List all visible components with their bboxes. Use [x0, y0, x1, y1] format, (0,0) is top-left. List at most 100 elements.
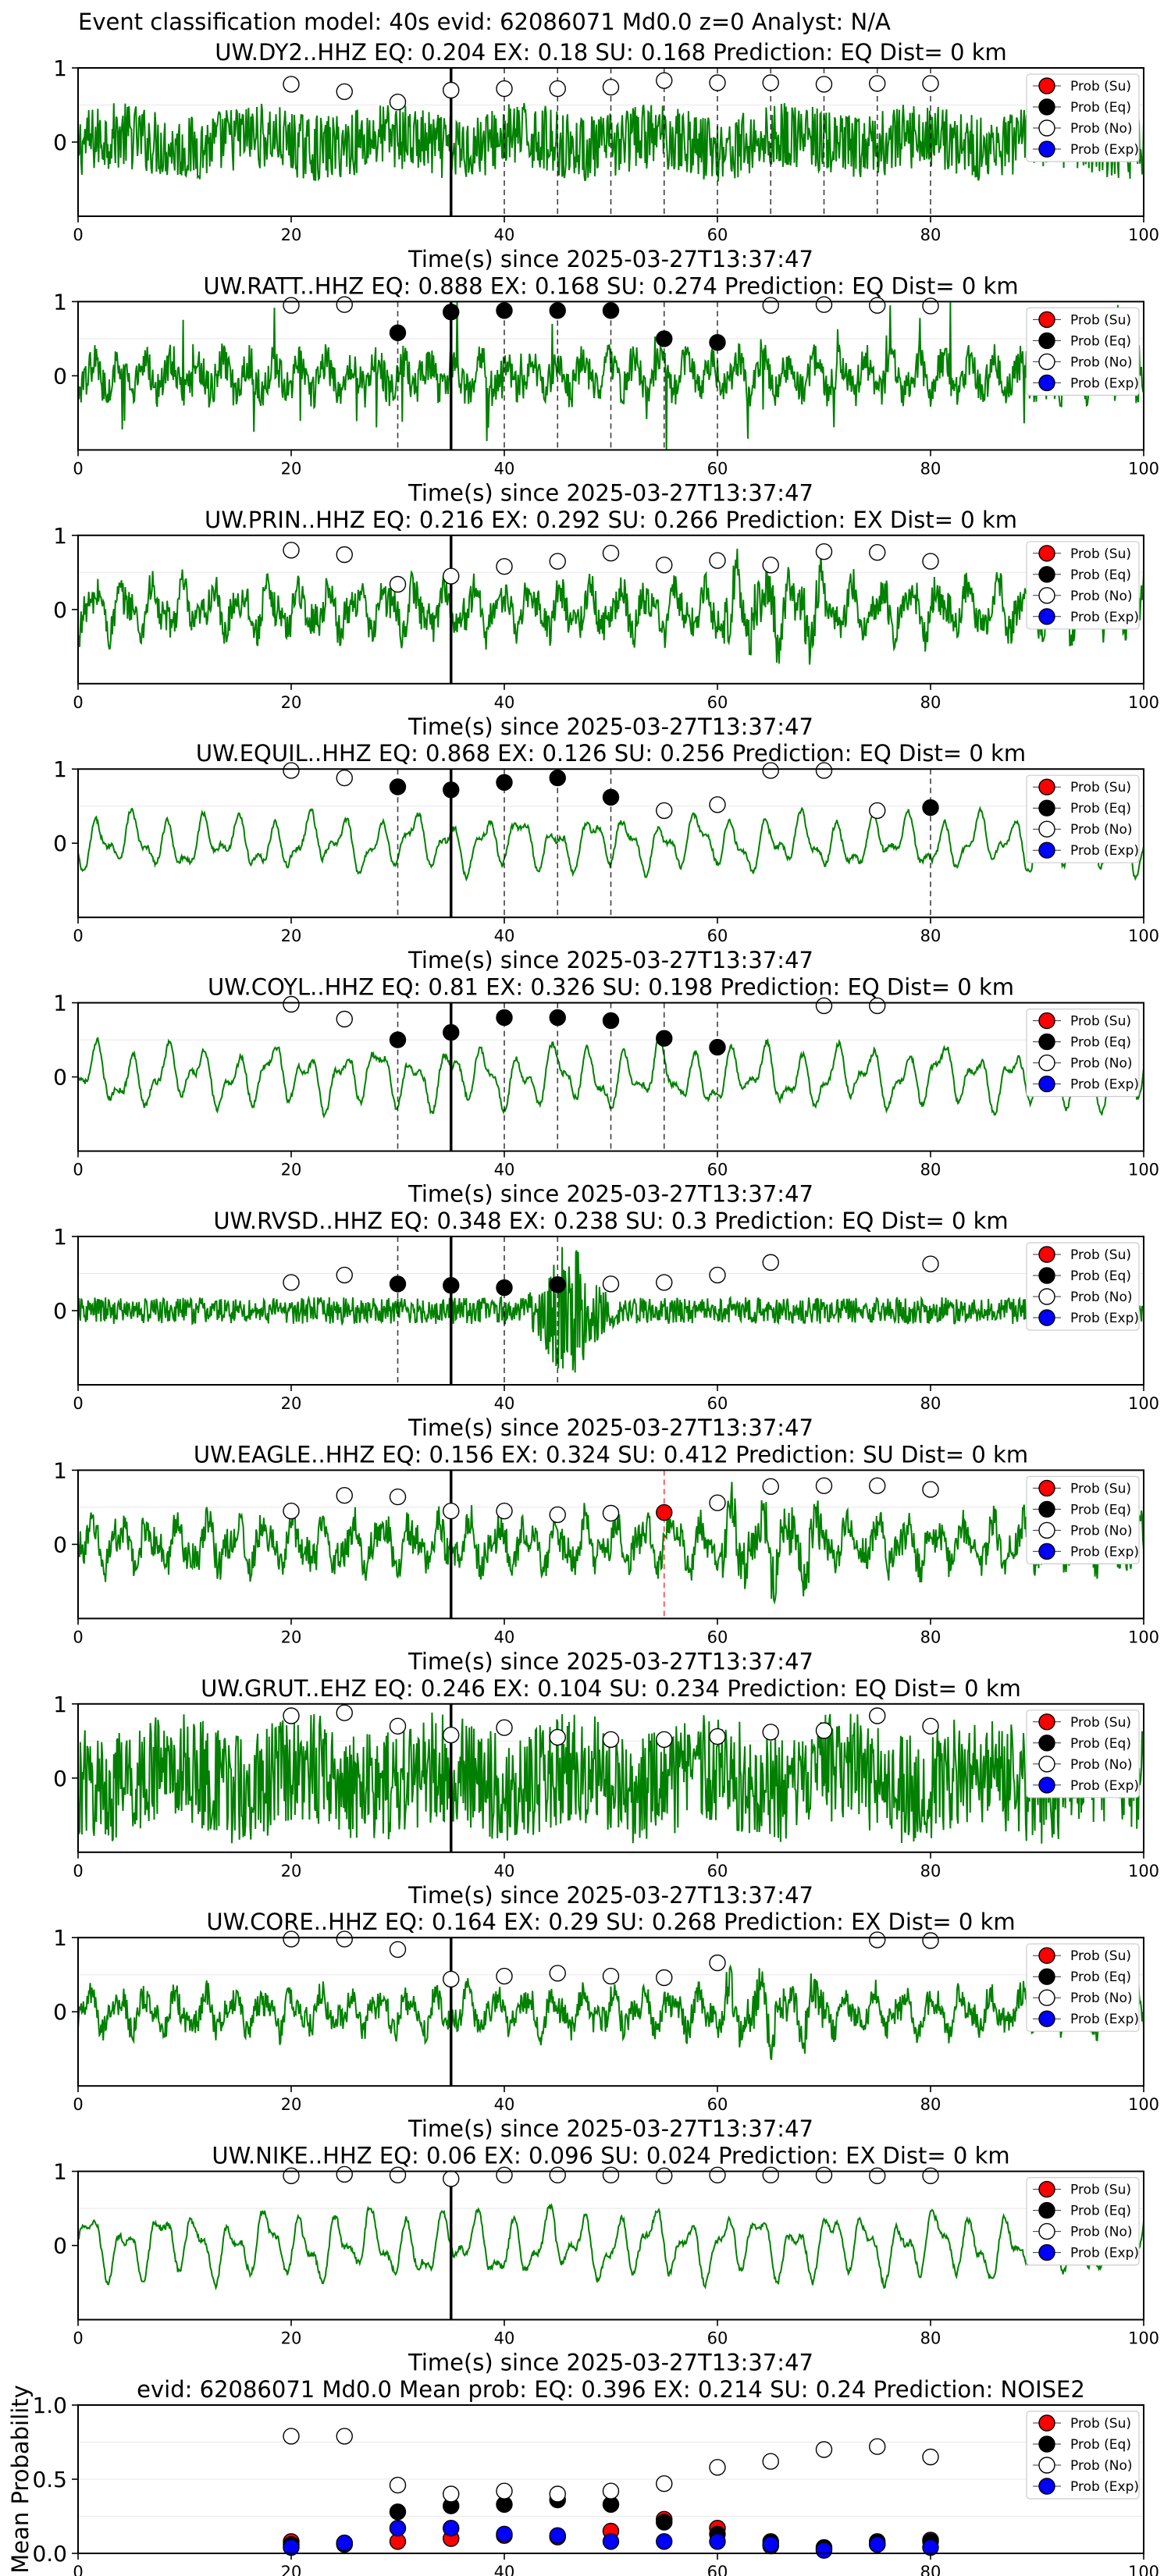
y-tick-label: 1 [53, 1224, 67, 1250]
x-tick-label: 20 [281, 226, 302, 244]
prob-no-point [709, 1266, 726, 1284]
y-tick-label: 1 [53, 523, 67, 549]
prob-no-point [496, 2482, 513, 2500]
x-tick-label: 20 [281, 1628, 302, 1646]
x-tick-label: 60 [707, 459, 728, 478]
x-tick-label: 20 [281, 927, 302, 945]
legend-exp-marker [1038, 1542, 1055, 1560]
x-tick-label: 80 [920, 693, 941, 712]
prob-no-point [389, 1717, 407, 1735]
x-tick-label: 20 [281, 2095, 302, 2114]
x-tick-label: 0 [73, 1628, 83, 1646]
prob-no-point [283, 2428, 300, 2445]
prob-no-point [389, 1941, 407, 1959]
prob-no-point [815, 2441, 833, 2458]
prob-no-point [815, 997, 833, 1015]
prob-eq-point [389, 1031, 407, 1048]
prob-no-point [443, 568, 460, 585]
prob-no-point [336, 83, 353, 101]
y-tick-label: 0 [53, 831, 67, 856]
prob-exp-point [815, 2542, 833, 2559]
legend-su-marker [1038, 1246, 1055, 1263]
legend-box [1026, 1008, 1140, 1098]
mean-probability-panel: evid: 62086071 Md0.0 Mean prob: EQ: 0.39… [7, 2376, 1159, 2576]
prob-no-point [869, 1931, 886, 1948]
x-tick-label: 100 [1128, 2095, 1159, 2114]
legend-eq-marker [1038, 1267, 1055, 1284]
prob-no-point [815, 762, 833, 779]
x-tick-label: 0 [73, 459, 83, 478]
legend-su-marker [1038, 1012, 1055, 1030]
x-tick-label: 0 [73, 927, 83, 945]
prob-no-point [443, 2170, 460, 2187]
legend-eq-marker [1038, 2201, 1055, 2219]
prob-exp-point [389, 2519, 407, 2537]
prob-no-point [869, 997, 886, 1015]
x-tick-label: 100 [1128, 1161, 1159, 1179]
prob-eq-point [443, 1276, 460, 1294]
y-tick-label: 1 [53, 1692, 67, 1717]
legend-exp-marker [1038, 2243, 1055, 2261]
x-tick-label: 80 [920, 226, 941, 244]
station-panel-4: UW.EQUIL..HHZ EQ: 0.868 EX: 0.126 SU: 0.… [53, 740, 1159, 973]
prob-eq-point [656, 330, 673, 347]
prob-no-point [283, 1502, 300, 1520]
prob-no-point [336, 1930, 353, 1948]
legend-box [1026, 1710, 1140, 1799]
x-axis-label: Time(s) since 2025-03-27T13:37:47 [408, 479, 813, 506]
prob-no-point [709, 74, 726, 91]
x-tick-label: 100 [1128, 1394, 1159, 1413]
x-tick-label: 40 [494, 459, 515, 478]
x-tick-label: 60 [707, 693, 728, 712]
x-tick-label: 40 [494, 1394, 515, 1413]
prob-eq-point [549, 302, 566, 319]
prob-no-point [549, 1506, 566, 1524]
prob-eq-point [922, 799, 939, 817]
prob-no-point [283, 76, 300, 93]
legend-su-marker [1038, 778, 1055, 795]
prob-eq-point [443, 304, 460, 321]
y-tick-label: 1 [53, 991, 67, 1016]
x-tick-label: 100 [1128, 927, 1159, 945]
prob-no-point [762, 762, 779, 779]
x-tick-label: 40 [494, 2563, 515, 2576]
panel-title: UW.CORE..HHZ EQ: 0.164 EX: 0.29 SU: 0.26… [206, 1909, 1015, 1935]
prob-no-point [762, 74, 779, 91]
seismic-waveform [77, 1712, 1144, 1844]
prob-no-point [922, 553, 939, 570]
prob-no-point [656, 2475, 673, 2492]
seismic-waveform [77, 1964, 1144, 2061]
legend-eq-label: Prob (Eq) [1070, 2437, 1131, 2453]
prob-no-point [709, 552, 726, 569]
legend-no-label: Prob (No) [1070, 354, 1133, 370]
prob-exp-point [602, 2533, 620, 2550]
legend-eq-label: Prob (Eq) [1070, 1268, 1131, 1284]
prob-no-point [709, 1727, 726, 1745]
prob-eq-point [656, 2514, 673, 2531]
station-panel-5: UW.COYL..HHZ EQ: 0.81 EX: 0.326 SU: 0.19… [53, 974, 1159, 1208]
legend-no-marker [1038, 1989, 1055, 2006]
x-tick-label: 40 [494, 2095, 515, 2114]
station-panel-6: UW.RVSD..HHZ EQ: 0.348 EX: 0.238 SU: 0.3… [53, 1208, 1159, 1441]
x-axis-label: Time(s) since 2025-03-27T13:37:47 [408, 1882, 813, 1909]
x-tick-label: 80 [920, 1394, 941, 1413]
legend-su-marker [1038, 311, 1055, 329]
station-panel-7: UW.EAGLE..HHZ EQ: 0.156 EX: 0.324 SU: 0.… [53, 1441, 1159, 1674]
y-tick-label: 1 [53, 2159, 67, 2185]
prob-no-point [549, 1728, 566, 1746]
prob-no-point [709, 2459, 726, 2476]
x-tick-label: 100 [1128, 1862, 1159, 1880]
y-tick-label: 1 [53, 1457, 67, 1483]
panel-title: UW.COYL..HHZ EQ: 0.81 EX: 0.326 SU: 0.19… [208, 974, 1014, 1001]
prob-eq-point [389, 1276, 407, 1293]
x-tick-label: 100 [1128, 693, 1159, 712]
prob-no-point [496, 558, 513, 575]
x-tick-label: 60 [707, 1161, 728, 1179]
legend-eq-label: Prob (Eq) [1070, 1969, 1131, 1985]
legend-no-label: Prob (No) [1070, 1290, 1133, 1305]
legend-no-label: Prob (No) [1070, 1056, 1133, 1072]
legend-no-marker [1038, 2457, 1055, 2474]
prob-no-point [496, 1502, 513, 1520]
x-tick-label: 80 [920, 1862, 941, 1880]
